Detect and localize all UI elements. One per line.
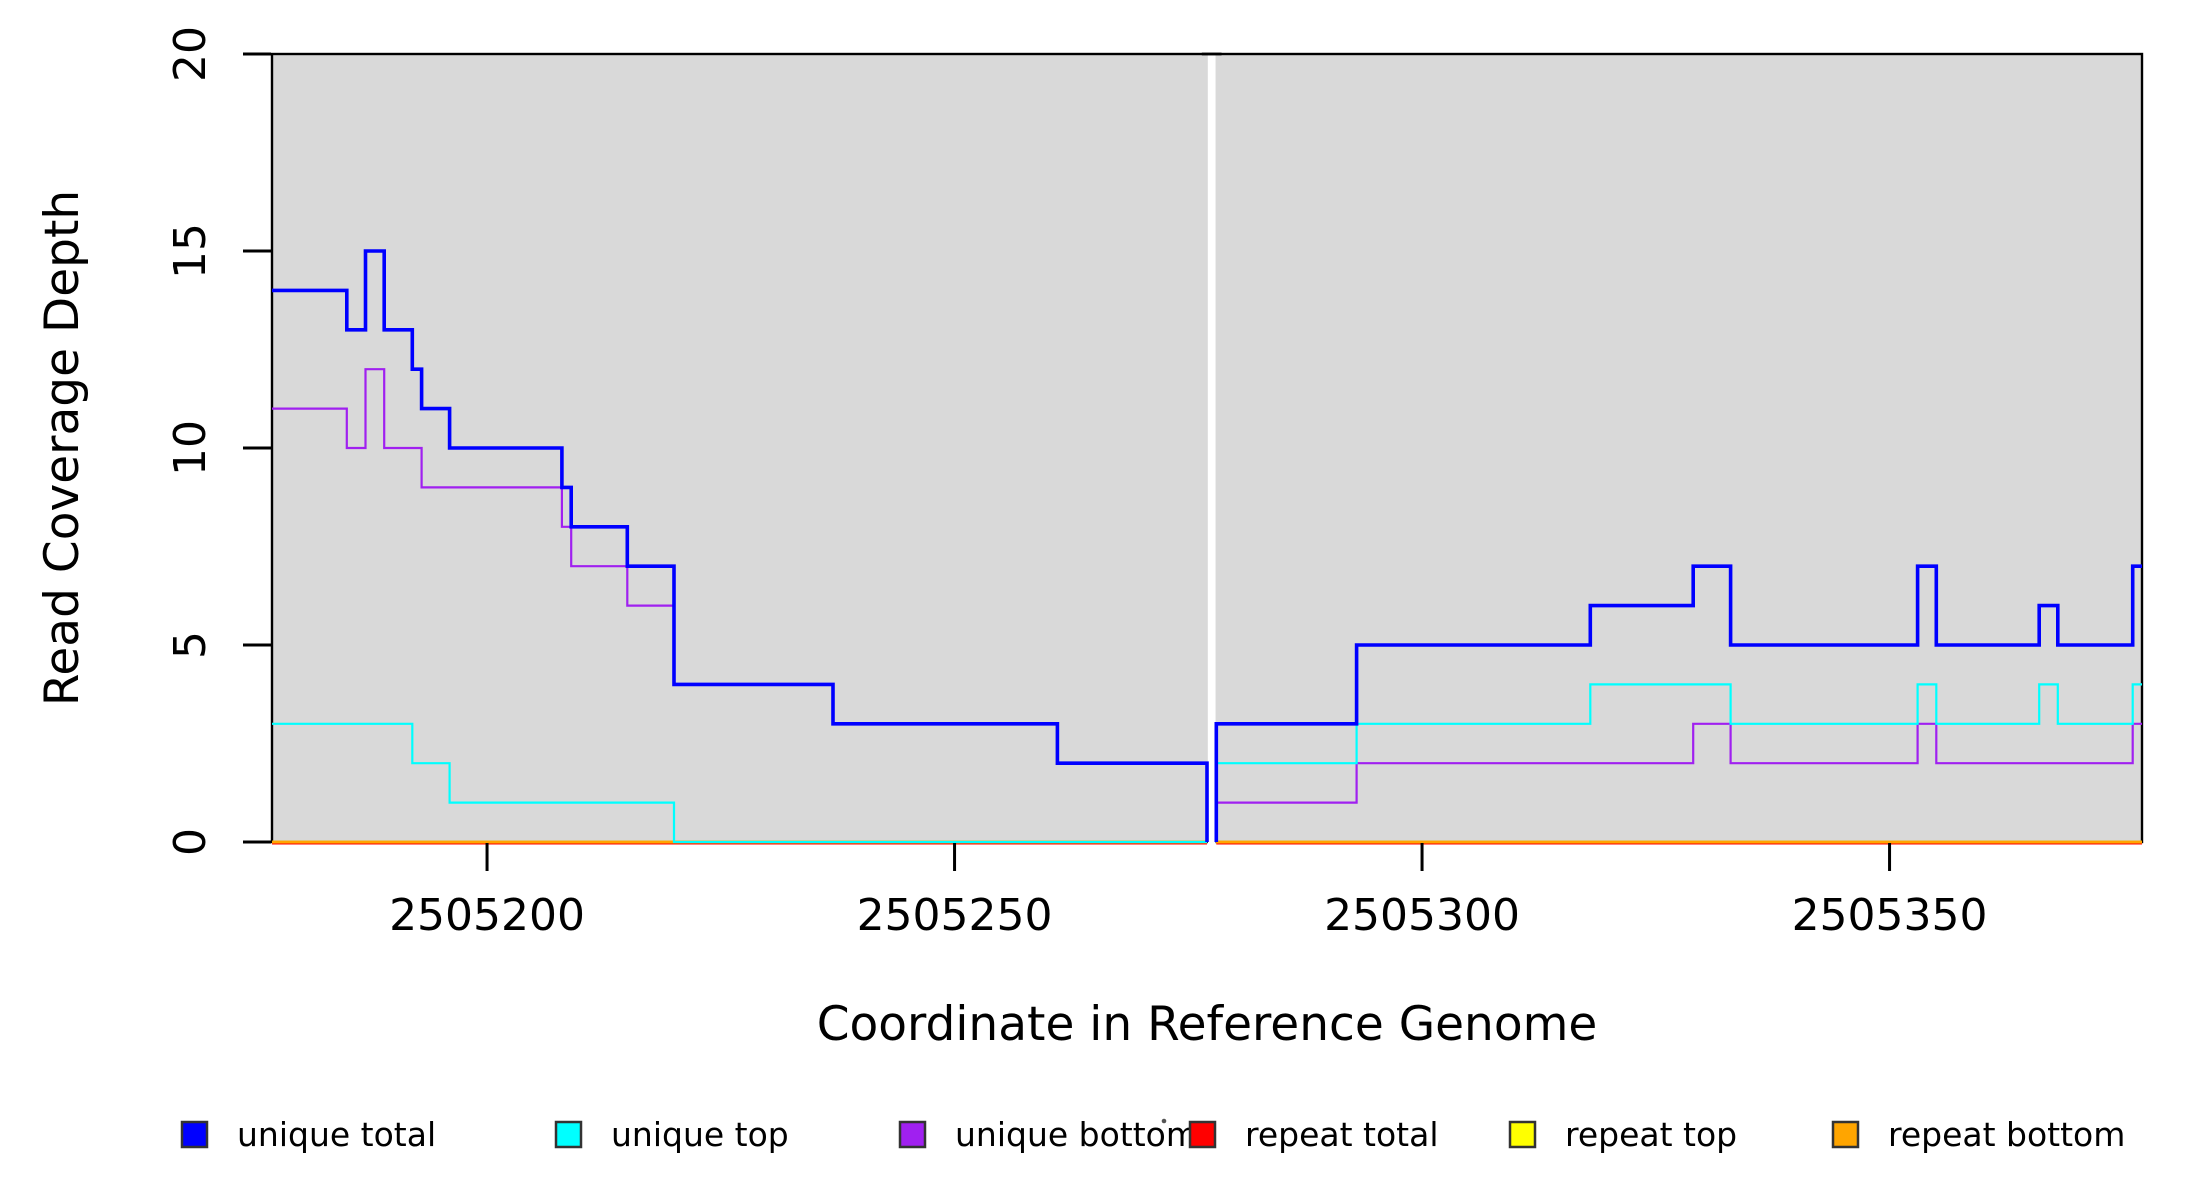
stray-dot	[1161, 1118, 1167, 1124]
x-axis-title: Coordinate in Reference Genome	[817, 997, 1598, 1052]
series-line-unique-bottom	[1215, 722, 2142, 842]
legend-label-repeat-total: repeat total	[1245, 1115, 1439, 1154]
legend-swatch-repeat-total	[1188, 1120, 1217, 1149]
legend-label-unique-total: unique total	[237, 1115, 436, 1154]
legend-swatch-unique-bottom	[898, 1120, 927, 1149]
y-tick-label: 5	[165, 631, 216, 659]
legend-swatch-unique-top	[554, 1120, 583, 1149]
series-line-unique-top	[272, 722, 1207, 844]
legend-entry-unique-total: unique total	[180, 1115, 436, 1154]
legend-label-repeat-bottom: repeat bottom	[1888, 1115, 2125, 1154]
legend-entry-repeat-bottom: repeat bottom	[1831, 1115, 2125, 1154]
x-tick-label: 2505300	[1324, 890, 1520, 941]
plot-layers: 2505200 2505250 2505300 2505350 0 5 10 15 20	[165, 26, 2144, 941]
x-tick-label: 2505250	[857, 890, 1053, 941]
plot-background	[272, 54, 2142, 842]
legend: unique total unique top unique bottom repea…	[180, 1115, 2125, 1154]
legend-label-unique-top: unique top	[611, 1115, 789, 1154]
legend-label-repeat-top: repeat top	[1565, 1115, 1737, 1154]
legend-swatch-repeat-top	[1508, 1120, 1537, 1149]
series-line-unique-total	[1214, 564, 2142, 842]
series-line-unique-total	[272, 249, 1209, 842]
x-tick-label: 2505200	[389, 890, 585, 941]
legend-swatch-unique-total	[180, 1120, 209, 1149]
legend-entry-unique-bottom: unique bottom	[898, 1115, 1198, 1154]
y-tick-label: 15	[165, 223, 216, 279]
legend-label-unique-bottom: unique bottom	[955, 1115, 1198, 1154]
y-tick-label: 20	[165, 26, 216, 82]
x-tick-label: 2505350	[1792, 890, 1988, 941]
y-axis-title: Read Coverage Depth	[35, 190, 90, 706]
y-tick-label: 10	[165, 420, 216, 476]
legend-entry-unique-top: unique top	[554, 1115, 789, 1154]
legend-entry-repeat-top: repeat top	[1508, 1115, 1737, 1154]
legend-swatch-repeat-bottom	[1831, 1120, 1860, 1149]
coverage-gap-stripe	[1207, 55, 1216, 847]
legend-entry-repeat-total: repeat total	[1188, 1115, 1439, 1154]
y-tick-label: 0	[165, 828, 216, 856]
